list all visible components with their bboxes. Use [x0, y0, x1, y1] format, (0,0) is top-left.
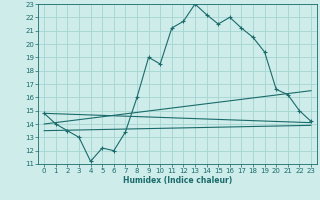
X-axis label: Humidex (Indice chaleur): Humidex (Indice chaleur)	[123, 176, 232, 185]
